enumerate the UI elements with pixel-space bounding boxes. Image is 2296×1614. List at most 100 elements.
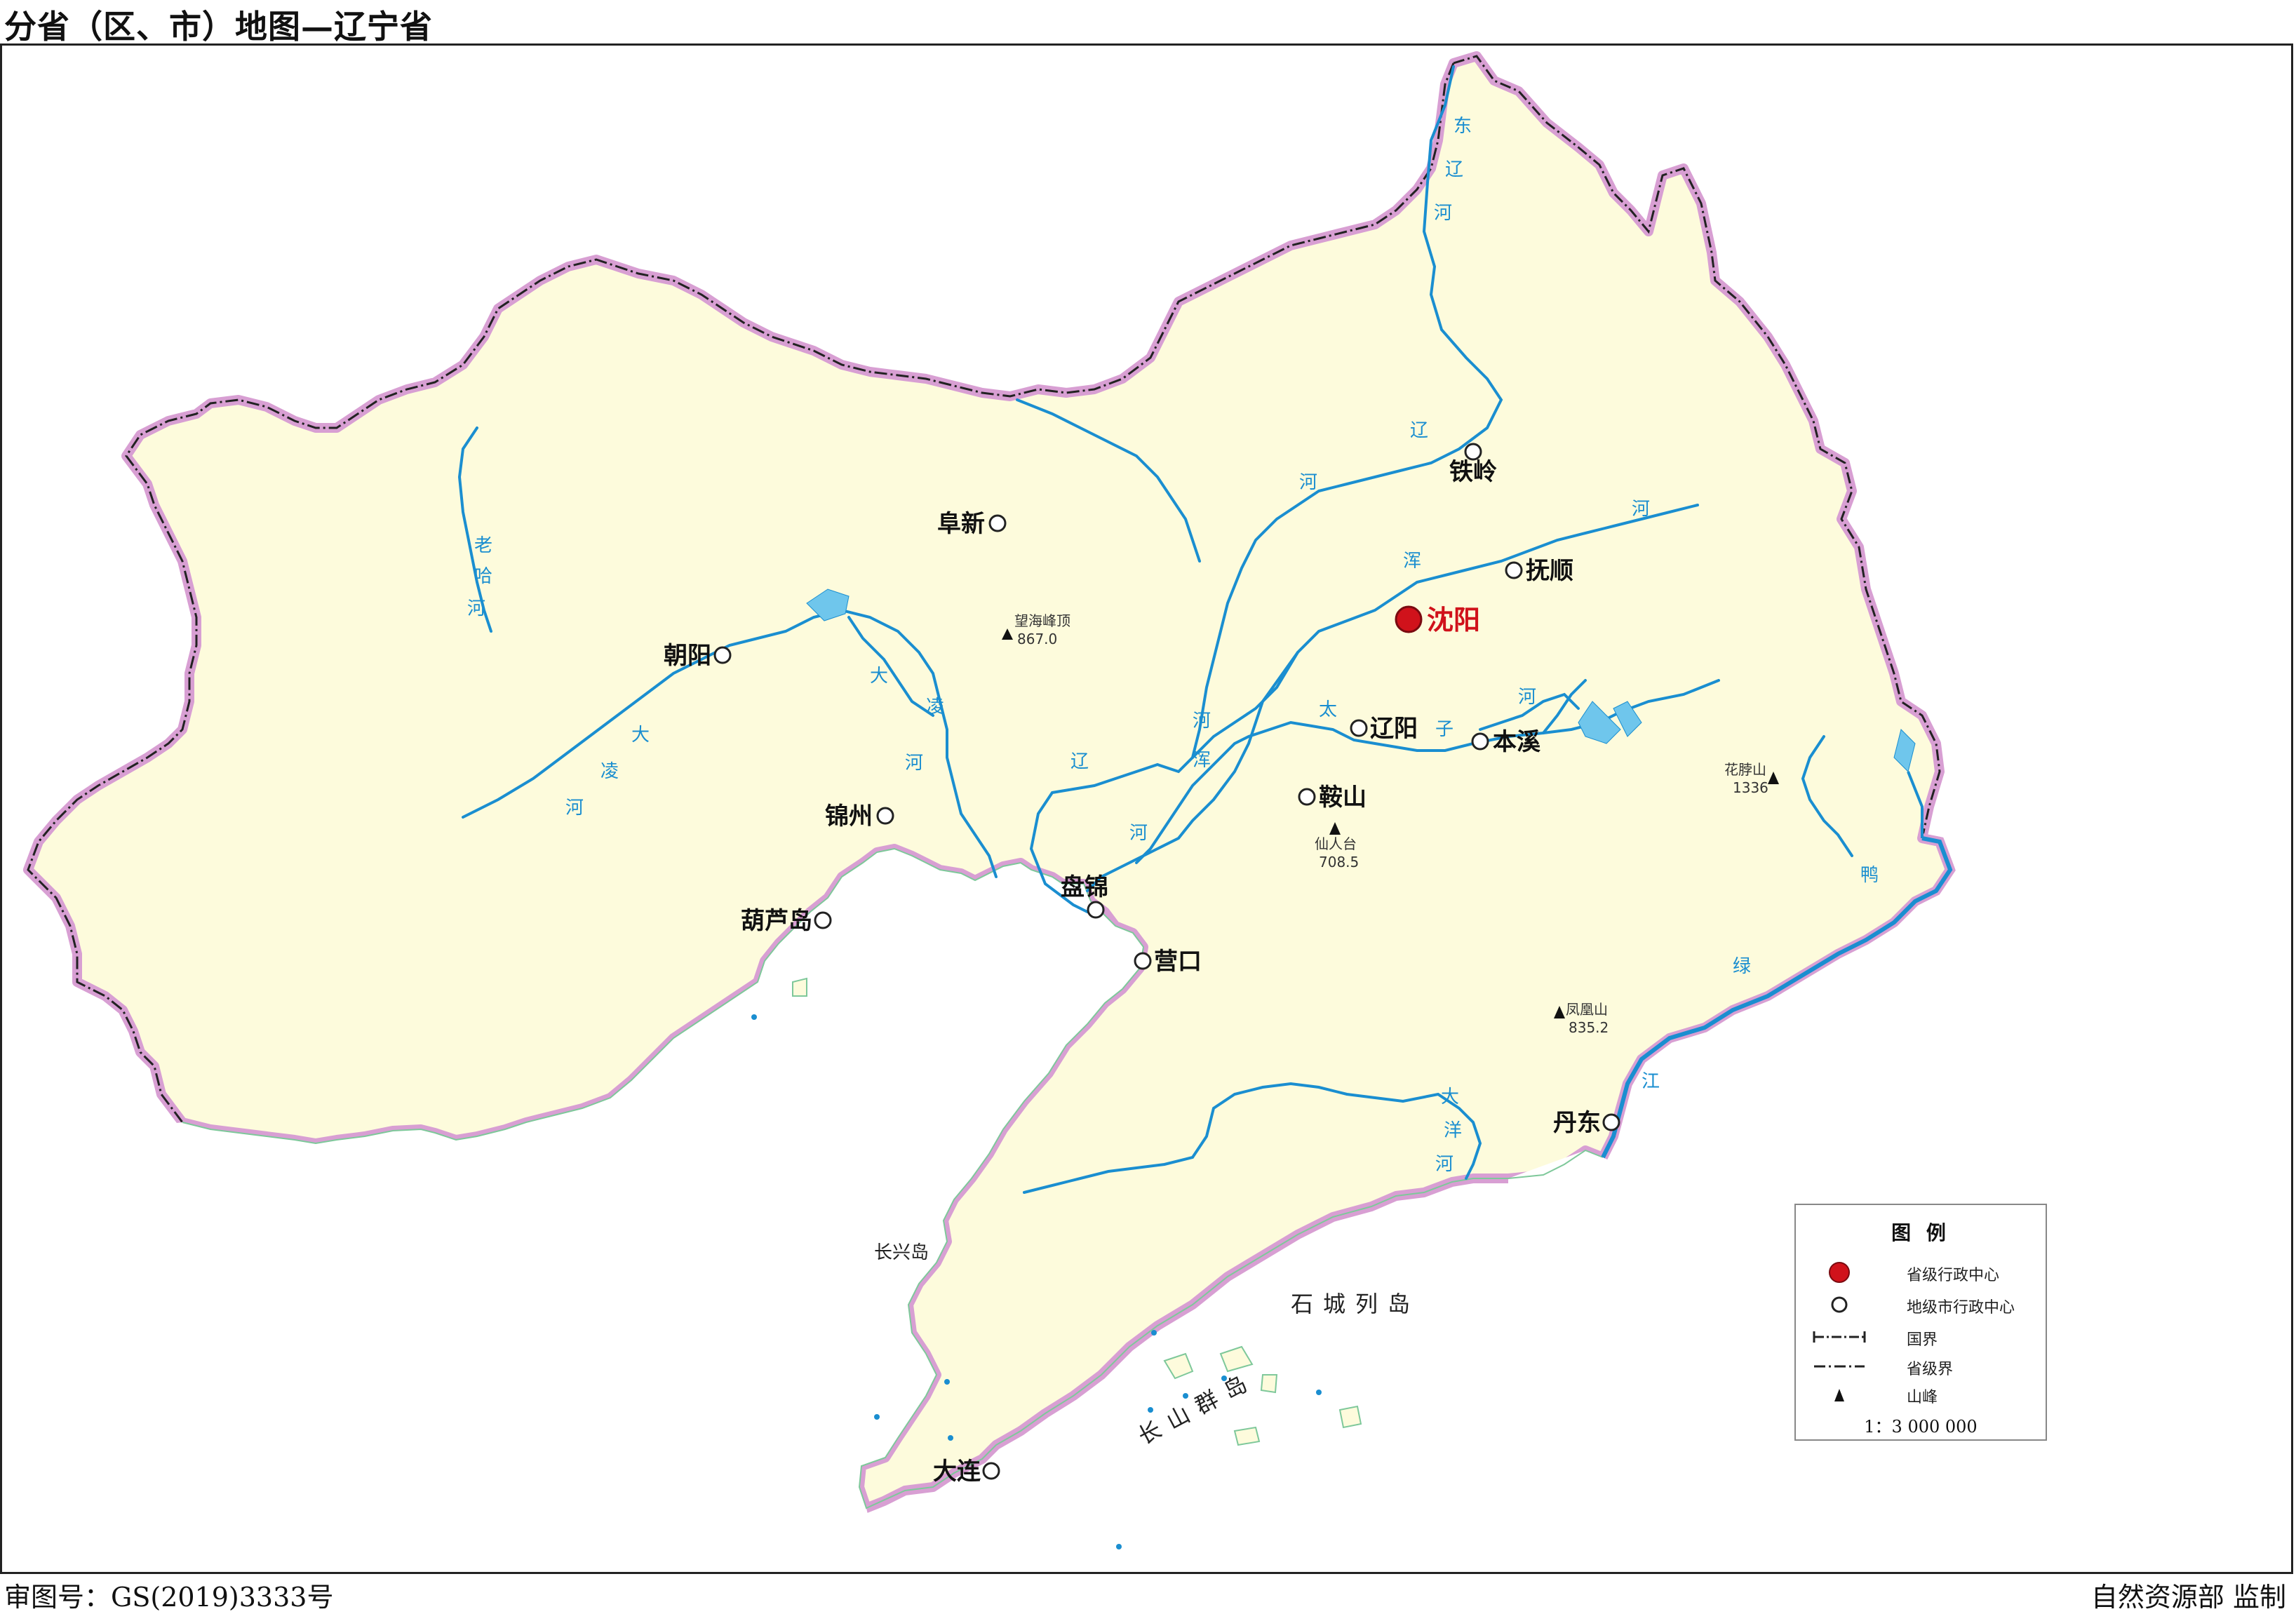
bohai-bay — [6, 849, 1143, 1572]
city-label: 阜新 — [937, 510, 985, 538]
river-label-char: 大 — [1441, 1087, 1459, 1108]
river-label-char: 辽 — [1410, 420, 1428, 441]
river-label-char: 东 — [1454, 116, 1472, 137]
city-dandong[interactable]: 丹东 — [1553, 1109, 1620, 1137]
peak-name: 仙人台 — [1315, 835, 1357, 852]
legend-label: 国界 — [1907, 1331, 1938, 1349]
river-label-char: 绿 — [1733, 956, 1751, 977]
yalu-upper — [1907, 771, 1924, 838]
islets — [751, 1014, 1322, 1549]
river-label-char: 老 — [474, 535, 492, 556]
city-circle-icon — [876, 807, 894, 825]
national-border-line — [1453, 55, 1941, 839]
river-label-char: 鸭 — [1860, 865, 1879, 886]
river-label-char: 凌 — [600, 761, 619, 782]
map-scale: 1：3 000 000 — [1864, 1417, 1978, 1437]
capital-shenyang[interactable]: 沈阳 — [1395, 605, 1480, 635]
city-label: 抚顺 — [1526, 557, 1573, 585]
provincial-border-icon — [1814, 1365, 1865, 1368]
city-label: 铁岭 — [1449, 458, 1497, 486]
peak-huabozishan: 花脖山 1336 — [1724, 761, 1779, 796]
river-label-char: 江 — [1642, 1071, 1660, 1092]
city-panjin[interactable]: 盘锦 — [1061, 873, 1108, 919]
river-label-char: 大 — [631, 725, 650, 746]
liao-river-north — [1016, 398, 1201, 563]
dongliao-river — [1191, 65, 1503, 759]
city-tieling[interactable]: 铁岭 — [1449, 443, 1497, 486]
mountain-peak-icon — [1002, 628, 1013, 640]
yalu-trib — [1801, 735, 1853, 857]
city-circle-icon — [1471, 732, 1489, 751]
city-label: 本溪 — [1493, 728, 1541, 756]
river-label-char: 凌 — [926, 697, 944, 718]
city-circle-icon — [1602, 1113, 1620, 1131]
legend-label: 地级市行政中心 — [1907, 1299, 2015, 1317]
city-label: 朝阳 — [664, 642, 711, 670]
city-circle-icon — [1350, 719, 1368, 737]
map-frame — [0, 43, 2293, 1574]
city-label: 葫芦岛 — [741, 907, 812, 935]
legend-item-national-border: 国界 — [1796, 1323, 2046, 1351]
legend-item-prefecture-city: 地级市行政中心 — [1796, 1291, 2046, 1319]
legend-title: 图 例 — [1891, 1221, 1950, 1244]
city-jinzhou[interactable]: 锦州 — [825, 802, 894, 830]
river-label-char: 辽 — [1445, 159, 1463, 180]
city-chaoyang[interactable]: 朝阳 — [664, 642, 732, 670]
city-circle-icon — [713, 646, 732, 664]
mountain-peak-icon — [1329, 822, 1341, 835]
benxi-lake — [1479, 692, 1580, 731]
issuer-credit: 自然资源部 监制 — [2090, 1582, 2286, 1613]
legend-label: 山峰 — [1907, 1389, 1938, 1406]
peaks: 望海峰顶 867.0 仙人台 708.5 花脖山 1336 凤凰山 835.2 — [1002, 612, 1779, 1036]
river-label-char: 河 — [1632, 499, 1650, 520]
mountain-peak-icon — [1554, 1006, 1565, 1018]
city-fushun[interactable]: 抚顺 — [1505, 557, 1573, 585]
city-circle-icon — [1298, 788, 1316, 806]
peak-elevation: 1336 — [1733, 779, 1768, 796]
peak-wanghaifeng: 望海峰顶 867.0 — [1002, 612, 1070, 647]
hun-river-south — [1086, 651, 1299, 892]
river-label-char: 哈 — [474, 566, 492, 587]
laoha-river — [457, 426, 492, 633]
peak-fenghuangshan: 凤凰山 835.2 — [1554, 1001, 1609, 1036]
river-labels: 东 辽 河 老 哈 河 大 凌 河 大 凌 河 辽 河 河 辽 浑 河 浑 河 … — [467, 116, 1879, 1175]
river-label-char: 浑 — [1403, 551, 1421, 572]
map-legend: 图 例 省级行政中心 地级市行政中心 国界 省级界 山峰 1：3 000 000 — [1794, 1204, 2047, 1441]
mountain-peak-icon — [1834, 1389, 1844, 1401]
daling-trib — [847, 616, 934, 717]
city-label: 锦州 — [825, 802, 873, 830]
city-liaoyang[interactable]: 辽阳 — [1350, 715, 1418, 743]
river-label-char: 河 — [1299, 472, 1317, 493]
peak-elevation: 835.2 — [1569, 1019, 1609, 1036]
city-dalian[interactable]: 大连 — [933, 1458, 1000, 1486]
coastline — [858, 901, 1604, 1509]
coastline-west — [182, 847, 1092, 1145]
red-dot-icon — [1395, 605, 1423, 633]
city-fuxin[interactable]: 阜新 — [937, 510, 1007, 538]
rivers — [457, 65, 1853, 1194]
peak-name: 望海峰顶 — [1014, 612, 1070, 629]
river-label-char: 河 — [905, 753, 923, 774]
city-label: 大连 — [933, 1458, 981, 1486]
yalu-river — [1601, 836, 1953, 1159]
city-anshan[interactable]: 鞍山 — [1298, 784, 1367, 812]
river-label-char: 河 — [1435, 1154, 1454, 1175]
city-benxi[interactable]: 本溪 — [1471, 728, 1541, 756]
city-huludao[interactable]: 葫芦岛 — [741, 907, 832, 935]
city-label: 盘锦 — [1061, 873, 1108, 901]
river-label-char: 河 — [1193, 711, 1211, 732]
city-label: 营口 — [1154, 948, 1202, 976]
river-label-char: 子 — [1435, 719, 1454, 740]
city-circle-icon — [1087, 901, 1105, 919]
city-circle-icon — [814, 911, 832, 929]
city-markers: 铁岭 抚顺 阜新 朝阳 辽阳 本溪 鞍山 锦州 葫芦岛 盘锦 营口 丹东 大连 — [664, 443, 1620, 1486]
legend-label: 省级行政中心 — [1907, 1267, 2000, 1284]
capital-label: 沈阳 — [1427, 605, 1480, 635]
provincial-border-line — [27, 62, 1455, 1123]
city-yingkou[interactable]: 营口 — [1134, 948, 1202, 976]
city-circle-icon — [982, 1462, 1000, 1480]
river-label-char: 大 — [870, 666, 888, 687]
legend-label: 省级界 — [1907, 1361, 1954, 1378]
peak-elevation: 708.5 — [1319, 854, 1359, 870]
city-circle-icon — [1134, 952, 1152, 970]
